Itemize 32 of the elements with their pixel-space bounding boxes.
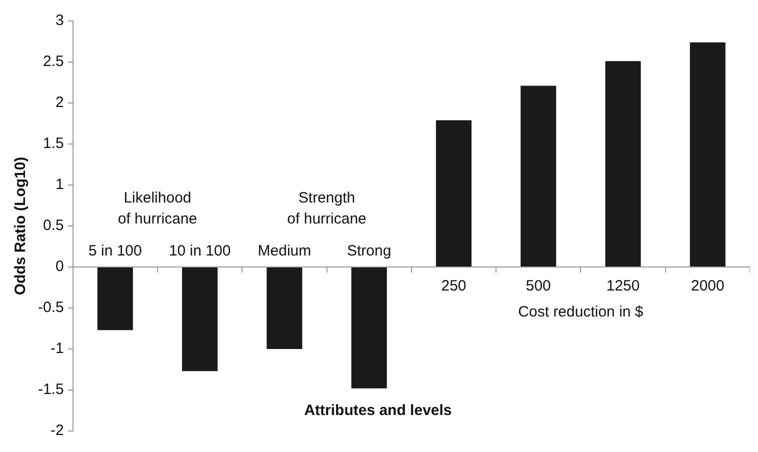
y-axis-title: Odds Ratio (Log10) — [12, 156, 30, 296]
y-tick-label: 2 — [56, 94, 64, 112]
x-axis-title: Attributes and levels — [303, 402, 453, 419]
bar — [520, 86, 556, 266]
y-tick-label: -1 — [50, 340, 64, 358]
bar — [690, 42, 726, 266]
bar — [266, 268, 302, 349]
y-tick-label: 1.5 — [42, 135, 64, 152]
x-tick-label: 1250 — [606, 278, 640, 295]
y-tick-label: 0 — [56, 258, 64, 276]
bar — [182, 268, 218, 372]
bar — [351, 268, 387, 388]
y-tick-label: 1 — [56, 176, 64, 194]
x-tick-label: 10 in 100 — [168, 242, 231, 260]
annotation: Strength of hurricane — [287, 190, 366, 228]
x-tick-label: 2000 — [690, 278, 724, 295]
annotation: Likelihood of hurricane — [118, 190, 198, 228]
y-tick-label: -0.5 — [38, 299, 64, 316]
bar — [436, 120, 472, 266]
x-tick-label: Strong — [347, 242, 392, 260]
x-tick-label: 500 — [526, 278, 551, 295]
bar — [97, 268, 133, 330]
x-tick-label: 250 — [441, 278, 466, 295]
x-tick-label: Medium — [258, 242, 312, 260]
y-tick-label: -1.5 — [38, 381, 64, 398]
y-tick-label: 3 — [56, 12, 64, 30]
x-tick-label: 5 in 100 — [88, 242, 142, 260]
y-tick-label: 2.5 — [42, 53, 64, 70]
y-tick-label: 0.5 — [42, 217, 64, 234]
y-tick-label: -2 — [50, 422, 64, 440]
bar — [605, 61, 641, 266]
annotation: Cost reduction in $ — [518, 304, 644, 321]
